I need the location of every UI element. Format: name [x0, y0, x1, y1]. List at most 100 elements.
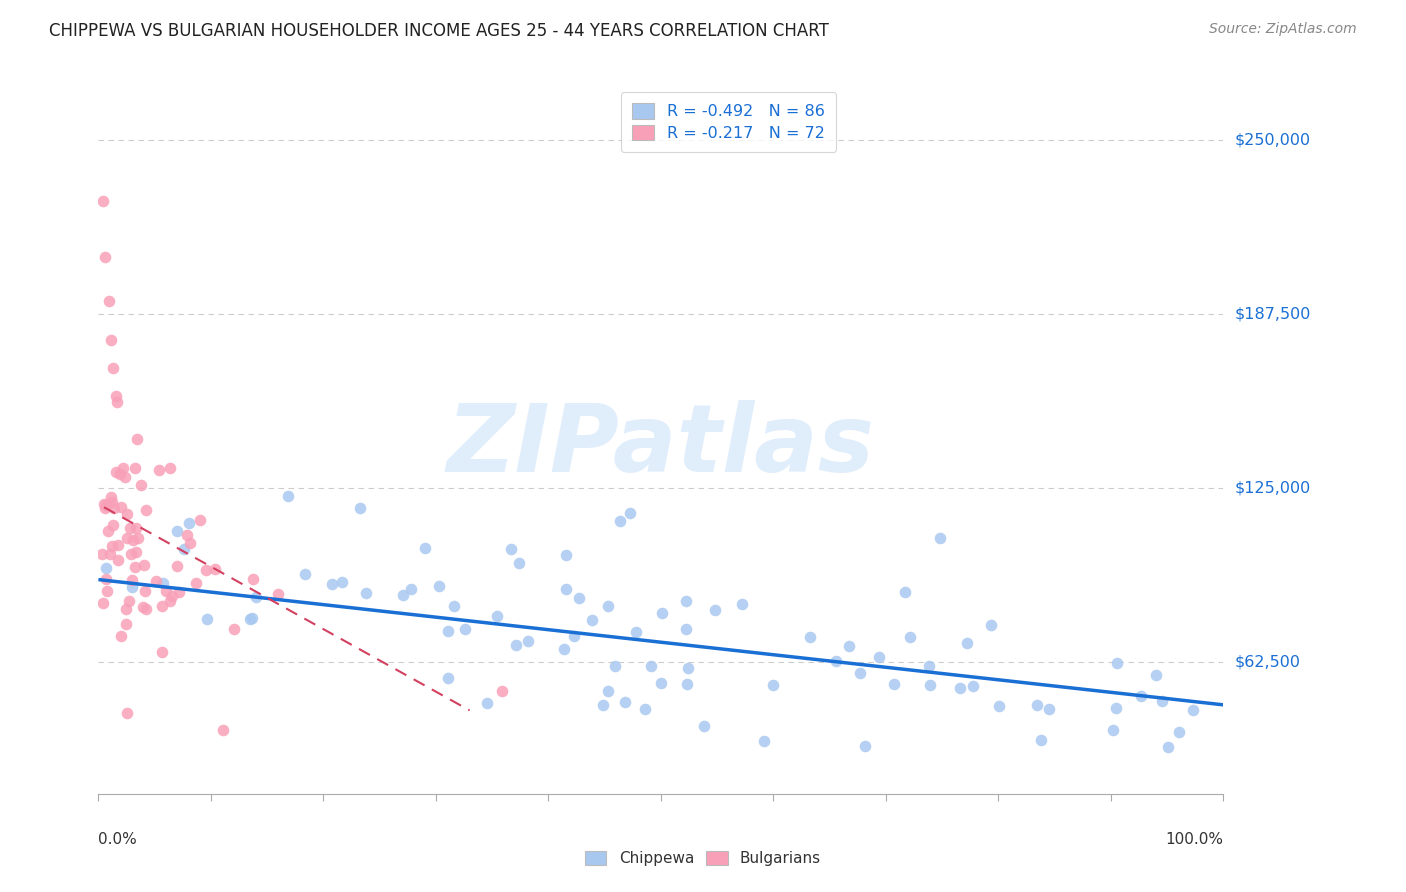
Point	[110, 467, 132, 482]
Point	[437, 671, 460, 685]
Point	[195, 612, 218, 626]
Point	[1102, 723, 1125, 738]
Point	[443, 599, 465, 613]
Point	[505, 638, 527, 652]
Point	[101, 539, 124, 553]
Point	[121, 533, 143, 547]
Point	[605, 659, 627, 673]
Point	[112, 461, 135, 475]
Point	[1029, 733, 1052, 747]
Point	[267, 586, 290, 600]
Point	[799, 630, 821, 644]
Point	[167, 584, 190, 599]
Point	[127, 432, 149, 446]
Point	[98, 547, 121, 561]
Point	[619, 506, 641, 520]
Point	[1157, 739, 1180, 754]
Point	[703, 602, 725, 616]
Point	[129, 478, 152, 492]
Point	[107, 553, 129, 567]
Point	[501, 542, 523, 557]
Point	[731, 597, 754, 611]
Point	[159, 594, 181, 608]
Point	[349, 501, 371, 516]
Point	[752, 733, 775, 747]
Point	[581, 613, 603, 627]
Point	[134, 584, 156, 599]
Point	[117, 531, 139, 545]
Point	[150, 599, 173, 613]
Point	[675, 622, 697, 636]
Point	[145, 574, 167, 589]
Point	[245, 590, 267, 604]
Point	[454, 622, 477, 636]
Point	[159, 461, 181, 475]
Point	[401, 582, 423, 597]
Point	[354, 586, 377, 600]
Point	[240, 611, 263, 625]
Point	[115, 507, 138, 521]
Point	[120, 521, 142, 535]
Point	[107, 538, 129, 552]
Point	[277, 489, 299, 503]
Point	[1167, 724, 1189, 739]
Point	[135, 503, 157, 517]
Legend: R = -0.492   N = 86, R = -0.217   N = 72: R = -0.492 N = 86, R = -0.217 N = 72	[620, 92, 837, 153]
Point	[1105, 656, 1128, 670]
Point	[188, 513, 211, 527]
Point	[592, 698, 614, 712]
Point	[150, 645, 173, 659]
Point	[392, 588, 415, 602]
Point	[120, 547, 142, 561]
Point	[640, 659, 662, 673]
Point	[121, 580, 143, 594]
Text: 100.0%: 100.0%	[1166, 832, 1223, 847]
Point	[883, 677, 905, 691]
Point	[114, 470, 136, 484]
Point	[204, 562, 226, 576]
Point	[166, 524, 188, 538]
Point	[115, 617, 138, 632]
Point	[692, 719, 714, 733]
Point	[100, 490, 122, 504]
Point	[160, 590, 183, 604]
Point	[135, 602, 157, 616]
Point	[555, 549, 578, 563]
Point	[91, 547, 114, 561]
Point	[100, 333, 122, 347]
Text: ZIPatlas: ZIPatlas	[447, 400, 875, 492]
Point	[294, 567, 316, 582]
Text: $125,000: $125,000	[1234, 480, 1310, 495]
Point	[1130, 690, 1153, 704]
Point	[194, 563, 217, 577]
Point	[94, 572, 117, 586]
Point	[675, 594, 697, 608]
Point	[184, 575, 207, 590]
Point	[517, 633, 540, 648]
Legend: Chippewa, Bulgarians: Chippewa, Bulgarians	[576, 841, 830, 875]
Point	[115, 602, 138, 616]
Point	[1182, 703, 1205, 717]
Point	[413, 541, 436, 555]
Point	[486, 608, 509, 623]
Point	[564, 629, 586, 643]
Point	[121, 573, 143, 587]
Point	[101, 495, 124, 509]
Point	[93, 497, 115, 511]
Point	[105, 395, 128, 409]
Point	[508, 556, 530, 570]
Point	[676, 661, 699, 675]
Point	[105, 465, 128, 479]
Point	[110, 500, 132, 514]
Point	[97, 294, 120, 309]
Point	[868, 650, 890, 665]
Point	[152, 575, 174, 590]
Point	[94, 250, 117, 264]
Point	[239, 612, 262, 626]
Point	[825, 654, 848, 668]
Text: $250,000: $250,000	[1234, 132, 1310, 147]
Point	[124, 545, 146, 559]
Point	[555, 582, 578, 596]
Point	[211, 723, 233, 737]
Point	[898, 630, 921, 644]
